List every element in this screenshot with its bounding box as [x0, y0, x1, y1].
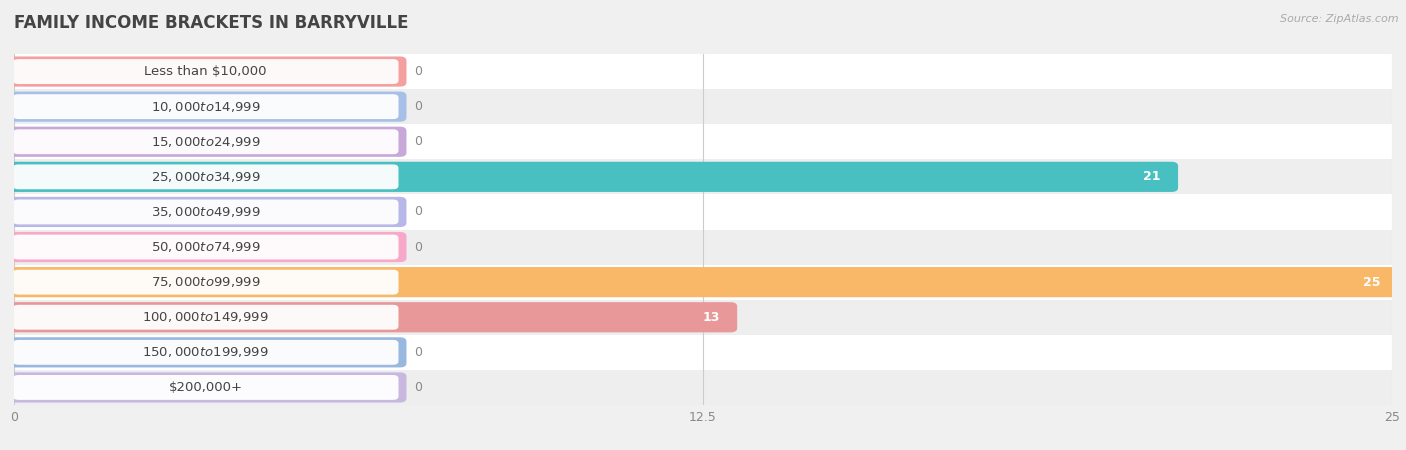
Text: 13: 13 [702, 311, 720, 324]
FancyBboxPatch shape [7, 232, 406, 262]
FancyBboxPatch shape [13, 234, 398, 260]
Bar [14, 54, 1392, 89]
FancyBboxPatch shape [7, 197, 406, 227]
FancyBboxPatch shape [7, 372, 406, 403]
Text: $150,000 to $199,999: $150,000 to $199,999 [142, 345, 269, 360]
Text: $35,000 to $49,999: $35,000 to $49,999 [150, 205, 260, 219]
FancyBboxPatch shape [7, 302, 737, 333]
Text: $200,000+: $200,000+ [169, 381, 243, 394]
Text: 0: 0 [413, 206, 422, 218]
FancyBboxPatch shape [7, 56, 406, 87]
FancyBboxPatch shape [7, 91, 406, 122]
Text: 0: 0 [413, 381, 422, 394]
Bar [14, 265, 1392, 300]
Bar [14, 124, 1392, 159]
FancyBboxPatch shape [7, 267, 1399, 297]
Bar [14, 335, 1392, 370]
FancyBboxPatch shape [13, 270, 398, 295]
Text: 25: 25 [1364, 276, 1381, 288]
Bar [14, 194, 1392, 230]
FancyBboxPatch shape [13, 199, 398, 225]
Text: $10,000 to $14,999: $10,000 to $14,999 [150, 99, 260, 114]
FancyBboxPatch shape [13, 375, 398, 400]
Text: 21: 21 [1143, 171, 1160, 183]
FancyBboxPatch shape [13, 340, 398, 365]
Text: 0: 0 [413, 100, 422, 113]
FancyBboxPatch shape [13, 164, 398, 189]
Bar [14, 230, 1392, 265]
FancyBboxPatch shape [7, 162, 1178, 192]
Text: FAMILY INCOME BRACKETS IN BARRYVILLE: FAMILY INCOME BRACKETS IN BARRYVILLE [14, 14, 409, 32]
Text: $100,000 to $149,999: $100,000 to $149,999 [142, 310, 269, 324]
Text: 0: 0 [413, 135, 422, 148]
Text: Less than $10,000: Less than $10,000 [145, 65, 267, 78]
Text: $25,000 to $34,999: $25,000 to $34,999 [150, 170, 260, 184]
FancyBboxPatch shape [13, 129, 398, 154]
FancyBboxPatch shape [13, 94, 398, 119]
Text: $50,000 to $74,999: $50,000 to $74,999 [150, 240, 260, 254]
FancyBboxPatch shape [13, 59, 398, 84]
Text: 0: 0 [413, 241, 422, 253]
Bar [14, 300, 1392, 335]
Text: 0: 0 [413, 346, 422, 359]
Text: $15,000 to $24,999: $15,000 to $24,999 [150, 135, 260, 149]
FancyBboxPatch shape [7, 126, 406, 157]
Text: 0: 0 [413, 65, 422, 78]
Bar [14, 370, 1392, 405]
Bar [14, 159, 1392, 194]
FancyBboxPatch shape [7, 337, 406, 368]
FancyBboxPatch shape [13, 305, 398, 330]
Text: $75,000 to $99,999: $75,000 to $99,999 [150, 275, 260, 289]
Text: Source: ZipAtlas.com: Source: ZipAtlas.com [1281, 14, 1399, 23]
Bar [14, 89, 1392, 124]
